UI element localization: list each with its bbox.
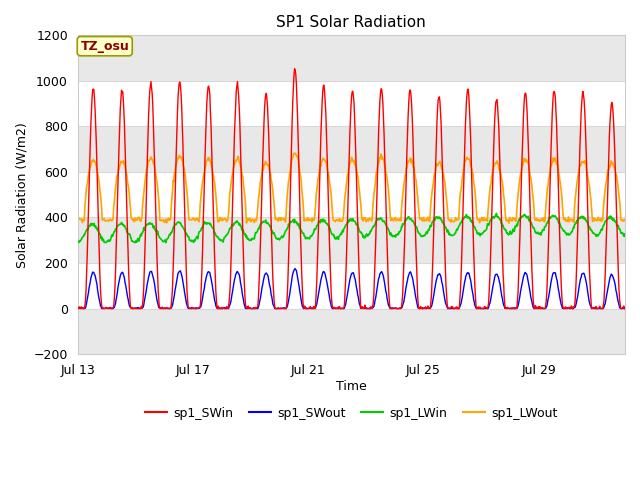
Line: sp1_SWin: sp1_SWin	[77, 69, 625, 309]
sp1_SWin	[291, 66, 298, 72]
Line: sp1_LWin: sp1_LWin	[77, 214, 625, 242]
sp1_LWin	[532, 230, 540, 236]
sp1_LWin	[329, 231, 337, 237]
sp1_SWout	[330, 306, 337, 312]
sp1_LWout	[266, 167, 273, 173]
Title: SP1 Solar Radiation: SP1 Solar Radiation	[276, 15, 426, 30]
sp1_LWin	[493, 211, 500, 216]
sp1_SWout	[191, 306, 198, 312]
sp1_SWin	[420, 305, 428, 311]
sp1_LWin	[398, 224, 406, 230]
sp1_SWout	[266, 284, 274, 289]
Y-axis label: Solar Radiation (W/m2): Solar Radiation (W/m2)	[15, 122, 28, 267]
Line: sp1_LWout: sp1_LWout	[77, 153, 625, 223]
Bar	[77, 81, 625, 126]
sp1_SWin	[532, 303, 540, 309]
sp1_SWout	[621, 306, 629, 312]
sp1_LWin	[621, 233, 629, 239]
sp1_LWout	[291, 150, 298, 156]
sp1_SWout	[532, 304, 540, 310]
sp1_SWin	[74, 306, 82, 312]
sp1_LWout	[190, 216, 198, 222]
sp1_SWin	[74, 305, 81, 311]
sp1_LWin	[419, 233, 427, 239]
sp1_SWin	[266, 173, 274, 179]
sp1_SWout	[79, 306, 87, 312]
sp1_SWin	[399, 291, 406, 297]
sp1_LWout	[329, 216, 337, 222]
sp1_LWout	[74, 217, 81, 223]
sp1_SWout	[420, 306, 428, 312]
Bar	[77, 217, 625, 263]
sp1_LWin	[75, 240, 83, 245]
sp1_LWin	[191, 238, 198, 244]
sp1_SWout	[74, 305, 81, 311]
sp1_LWout	[532, 217, 540, 223]
sp1_LWout	[505, 220, 513, 226]
sp1_LWin	[74, 240, 81, 245]
Bar	[77, 263, 625, 309]
Line: sp1_SWout: sp1_SWout	[77, 269, 625, 309]
Bar	[77, 126, 625, 172]
sp1_SWout	[291, 266, 299, 272]
sp1_SWin	[330, 306, 337, 312]
Legend: sp1_SWin, sp1_SWout, sp1_LWin, sp1_LWout: sp1_SWin, sp1_SWout, sp1_LWin, sp1_LWout	[140, 402, 563, 425]
sp1_SWin	[621, 305, 629, 311]
sp1_SWin	[191, 305, 198, 311]
Bar	[77, 36, 625, 81]
sp1_SWout	[399, 302, 406, 308]
Text: TZ_osu: TZ_osu	[81, 40, 129, 53]
sp1_LWout	[419, 216, 427, 222]
Bar	[77, 172, 625, 217]
sp1_LWin	[266, 224, 274, 229]
sp1_LWout	[621, 216, 629, 222]
sp1_LWout	[398, 198, 406, 204]
Bar	[77, 309, 625, 354]
X-axis label: Time: Time	[336, 380, 367, 393]
